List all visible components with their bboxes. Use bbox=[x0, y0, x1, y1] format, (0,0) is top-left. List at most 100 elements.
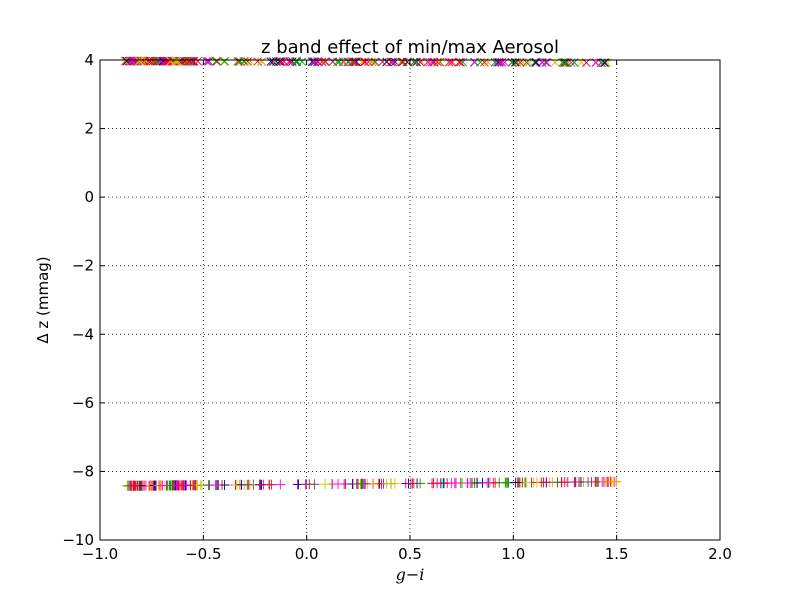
x-marker-point bbox=[291, 57, 301, 66]
x-marker-point bbox=[378, 57, 387, 67]
x-marker-point bbox=[312, 57, 322, 67]
series-plus-markers bbox=[122, 476, 622, 491]
x-marker-point bbox=[193, 56, 203, 66]
plus-marker-point bbox=[266, 479, 277, 490]
plus-marker-point bbox=[301, 479, 312, 490]
x-marker-point bbox=[321, 57, 330, 67]
x-marker-point bbox=[445, 57, 454, 67]
plus-marker-point bbox=[275, 479, 286, 490]
x-marker-point bbox=[220, 57, 230, 66]
y-tick-label: −4 bbox=[72, 325, 94, 343]
x-marker-point bbox=[164, 56, 174, 66]
x-marker-point bbox=[277, 57, 286, 66]
x-marker-point bbox=[444, 57, 453, 67]
x-marker-point bbox=[370, 57, 380, 67]
plus-marker-point bbox=[449, 478, 460, 489]
plus-marker-point bbox=[482, 477, 493, 488]
x-marker-point bbox=[219, 57, 229, 66]
x-marker-point bbox=[183, 56, 193, 66]
x-tick-label: −0.5 bbox=[185, 545, 221, 563]
x-marker-point bbox=[320, 57, 330, 67]
x-marker-point bbox=[211, 57, 221, 66]
x-marker-point bbox=[350, 57, 359, 67]
x-marker-point bbox=[152, 56, 161, 66]
axis-ticks bbox=[99, 59, 721, 541]
x-marker-point bbox=[346, 57, 356, 67]
x-axis-label: g−i bbox=[396, 565, 425, 584]
plus-marker-point bbox=[129, 480, 140, 491]
plus-marker-point bbox=[500, 477, 511, 488]
grid-lines bbox=[100, 60, 720, 540]
plus-marker-point bbox=[157, 480, 168, 491]
y-tick-label: −10 bbox=[62, 531, 94, 549]
x-marker-point bbox=[333, 57, 342, 67]
x-tick-label: 0.0 bbox=[295, 545, 319, 563]
x-marker-point bbox=[186, 56, 196, 66]
x-marker-point bbox=[409, 57, 419, 67]
x-marker-point bbox=[396, 57, 406, 67]
x-marker-point bbox=[411, 57, 420, 67]
x-marker-point bbox=[120, 56, 130, 66]
x-marker-point bbox=[257, 57, 267, 66]
x-marker-point bbox=[415, 57, 425, 67]
x-marker-point bbox=[309, 57, 318, 66]
x-marker-point bbox=[246, 57, 255, 66]
plus-marker-point bbox=[210, 480, 221, 491]
x-tick-label: 1.0 bbox=[501, 545, 525, 563]
x-marker-point bbox=[253, 57, 263, 66]
y-tick-label: 0 bbox=[84, 188, 94, 206]
x-marker-point bbox=[434, 57, 444, 67]
x-marker-point bbox=[275, 57, 284, 66]
plus-marker-point bbox=[254, 479, 265, 490]
plus-marker-point bbox=[357, 478, 368, 489]
x-marker-point bbox=[351, 57, 360, 67]
plus-marker-point bbox=[599, 476, 610, 487]
x-marker-point bbox=[425, 57, 435, 67]
x-marker-point bbox=[234, 57, 243, 66]
x-marker-point bbox=[364, 57, 373, 67]
x-marker-point bbox=[268, 57, 278, 66]
plus-marker-point bbox=[556, 477, 567, 488]
plus-marker-point bbox=[173, 480, 184, 491]
x-marker-point bbox=[173, 56, 183, 66]
x-marker-point bbox=[137, 56, 146, 66]
x-marker-point bbox=[203, 56, 213, 66]
y-tick-labels: −10 −8 −6 −4 −2 0 2 4 bbox=[62, 51, 94, 549]
x-marker-point bbox=[423, 57, 433, 67]
plus-marker-point bbox=[432, 478, 443, 489]
x-marker-point bbox=[212, 57, 222, 66]
y-tick-label: 4 bbox=[84, 51, 94, 69]
y-tick-label: −6 bbox=[72, 394, 94, 412]
plus-marker-point bbox=[242, 479, 253, 490]
plus-marker-point bbox=[405, 478, 416, 489]
x-marker-point bbox=[310, 57, 320, 67]
plus-marker-point bbox=[381, 478, 392, 489]
x-marker-point bbox=[366, 57, 376, 67]
x-marker-point bbox=[243, 57, 253, 66]
x-tick-labels: −1.0 −0.5 0.0 0.5 1.0 1.5 2.0 bbox=[82, 545, 732, 563]
x-marker-point bbox=[135, 56, 144, 66]
x-marker-point bbox=[328, 57, 338, 67]
x-marker-point bbox=[382, 57, 392, 67]
x-marker-point bbox=[148, 56, 158, 66]
plus-marker-point bbox=[608, 476, 619, 487]
x-marker-point bbox=[348, 57, 358, 67]
x-marker-point bbox=[447, 57, 456, 67]
x-marker-point bbox=[398, 57, 408, 67]
chart-title: z band effect of min/max Aerosol bbox=[261, 37, 559, 58]
plus-marker-point bbox=[538, 477, 549, 488]
y-axis-label: Δ z (mmag) bbox=[34, 256, 52, 343]
x-marker-point bbox=[347, 57, 357, 67]
x-marker-point bbox=[145, 56, 155, 66]
x-marker-point bbox=[435, 57, 445, 67]
y-tick-label: 2 bbox=[84, 120, 94, 138]
x-tick-label: 2.0 bbox=[708, 545, 732, 563]
x-tick-label: 1.5 bbox=[605, 545, 629, 563]
plus-marker-point bbox=[185, 480, 196, 491]
plus-marker-point bbox=[510, 477, 521, 488]
x-marker-point bbox=[279, 57, 289, 66]
plus-marker-point bbox=[320, 479, 331, 490]
x-marker-point bbox=[136, 56, 145, 66]
plus-marker-point bbox=[219, 480, 230, 491]
